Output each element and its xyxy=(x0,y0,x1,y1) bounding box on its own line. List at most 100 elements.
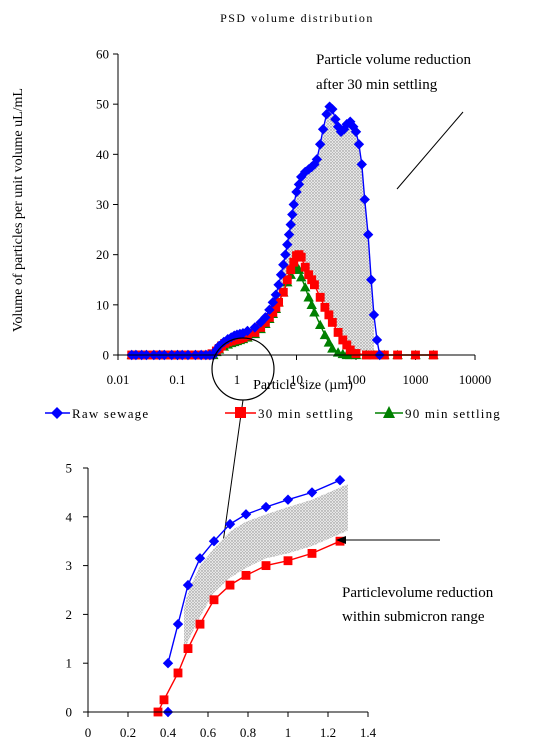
top-point-raw xyxy=(327,103,338,115)
top-annotation-line2: after 30 min settling xyxy=(316,77,438,93)
top-point-raw xyxy=(275,269,287,280)
top-annotation-arrow xyxy=(396,111,464,190)
top-point-raw xyxy=(311,154,323,165)
top-y-tick-label: 60 xyxy=(96,47,109,62)
top-y-tick-label: 40 xyxy=(96,147,109,162)
top-point-raw xyxy=(282,239,293,250)
bottom-plot-area: 0 1 2 3 4 5 0 0.2 0.4 0.6 0.8 1 1.2 1.4 xyxy=(66,461,377,741)
top-point-raw xyxy=(353,139,365,150)
top-point-raw xyxy=(345,116,356,127)
top-point-raw xyxy=(368,309,380,321)
top-point-raw xyxy=(270,289,282,300)
bottom-x-tick-label: 0.2 xyxy=(120,725,136,740)
zoom-circle xyxy=(211,337,275,401)
bottom-y-tick-label: 1 xyxy=(66,656,73,671)
bottom-point-30min xyxy=(159,695,169,705)
bottom-point-30min xyxy=(195,619,205,629)
top-point-raw xyxy=(314,139,326,150)
bottom-point-raw xyxy=(194,553,206,564)
bottom-annotation-line1: Particlevolume reduction xyxy=(342,585,494,601)
bottom-y-tick-label: 2 xyxy=(66,607,73,622)
top-point-90min xyxy=(314,319,326,330)
top-point-30min xyxy=(304,270,314,280)
top-point-raw xyxy=(260,312,271,323)
top-point-raw xyxy=(278,259,289,270)
top-point-90min xyxy=(327,343,338,353)
bottom-point-30min xyxy=(173,668,183,678)
bottom-point-30min xyxy=(307,548,317,558)
top-x-tick-label: 100 xyxy=(346,372,366,387)
bottom-x-tick-label: 0.4 xyxy=(160,725,177,740)
top-point-90min xyxy=(299,282,311,292)
legend-marker-90min xyxy=(383,406,395,418)
top-y-tick-label: 10 xyxy=(96,297,109,312)
top-point-30min xyxy=(320,302,330,312)
top-x-tick-label: 10 xyxy=(290,372,303,387)
top-x-tick-label: 10000 xyxy=(459,372,492,387)
top-point-raw xyxy=(288,199,299,210)
bottom-point-30min xyxy=(335,536,345,546)
bottom-point-30min xyxy=(261,561,271,571)
top-point-30min xyxy=(282,275,292,285)
top-point-raw xyxy=(350,126,362,137)
bottom-x-tick-label: 0 xyxy=(85,725,92,740)
top-point-raw xyxy=(280,249,291,260)
top-y-tick-label: 0 xyxy=(103,348,110,363)
top-point-30min xyxy=(342,340,352,350)
top-plot-area: 0 10 20 30 40 50 60 0.01 0.1 1 10 100 1000 10000 xyxy=(96,47,491,388)
top-point-90min xyxy=(296,272,307,282)
bottom-point-raw xyxy=(208,536,220,547)
bottom-point-30min xyxy=(283,556,293,566)
top-point-raw xyxy=(365,274,377,285)
bottom-point-raw xyxy=(260,501,272,513)
top-point-raw xyxy=(264,304,275,316)
top-point-90min xyxy=(303,292,314,302)
top-point-30min xyxy=(315,292,325,302)
bottom-point-raw xyxy=(224,518,236,530)
legend-label-90min: 90 min settling xyxy=(405,406,501,421)
bottom-point-30min xyxy=(183,644,193,653)
bottom-x-tick-label: 0.8 xyxy=(240,725,256,740)
bottom-y-tick-label: 5 xyxy=(66,461,73,476)
top-point-30min xyxy=(271,302,281,312)
bottom-point-raw xyxy=(282,494,294,505)
top-point-30min xyxy=(333,328,343,337)
bottom-point-raw xyxy=(306,487,318,498)
bottom-x-tick-label: 0.6 xyxy=(200,725,217,740)
top-point-raw xyxy=(362,229,374,240)
bottom-point-30min xyxy=(209,595,219,605)
top-point-30min xyxy=(345,345,355,355)
top-point-raw xyxy=(321,109,332,120)
legend: Raw sewage 30 min settling 90 min settli… xyxy=(45,406,501,421)
bottom-point-30min xyxy=(225,580,235,590)
top-point-raw xyxy=(267,297,279,308)
bottom-x-tick-label: 1.2 xyxy=(320,725,336,740)
top-point-raw xyxy=(293,179,305,190)
bottom-x-tick-label: 1 xyxy=(285,725,292,740)
bottom-point-raw xyxy=(172,618,184,630)
top-point-90min xyxy=(323,337,335,347)
top-point-raw xyxy=(309,159,320,170)
top-x-tick-label: 0.1 xyxy=(169,372,185,387)
bottom-y-tick-label: 4 xyxy=(66,509,73,524)
top-x-tick-label: 1000 xyxy=(403,372,429,387)
legend-marker-30min xyxy=(235,407,246,418)
top-point-raw xyxy=(213,340,225,352)
top-point-30min xyxy=(278,287,288,297)
top-point-raw xyxy=(242,325,253,337)
top-annotation-line1: Particle volume reduction xyxy=(316,52,471,68)
legend-label-raw: Raw sewage xyxy=(72,406,149,421)
top-point-raw xyxy=(287,209,298,220)
top-point-30min xyxy=(268,307,278,317)
top-point-raw xyxy=(359,194,370,205)
top-point-30min xyxy=(351,349,361,358)
top-point-raw xyxy=(299,166,311,178)
bottom-y-tick-label: 0 xyxy=(66,705,73,720)
legend-label-30min: 30 min settling xyxy=(258,406,354,421)
top-x-axis-label: Particle size (µm) xyxy=(253,378,353,393)
top-y-tick-label: 50 xyxy=(96,97,109,112)
top-point-30min xyxy=(307,275,317,285)
top-x-tick-label: 0.01 xyxy=(107,372,130,387)
bottom-annotation-line2: within submicron range xyxy=(342,609,485,625)
